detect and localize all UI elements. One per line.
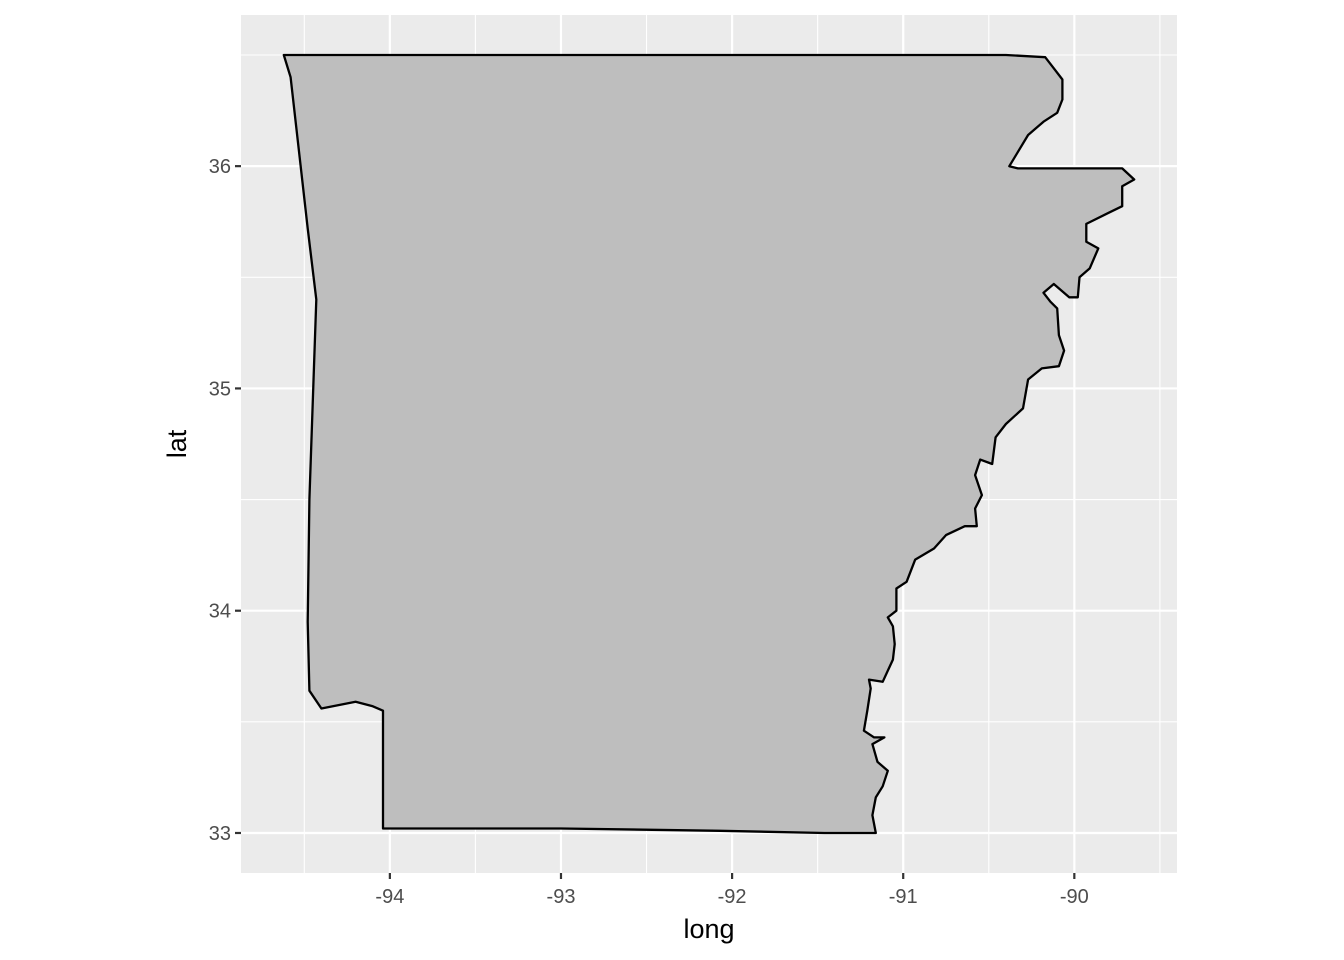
y-axis-title: lat [162, 429, 192, 458]
y-tick-label: 36 [209, 156, 231, 178]
y-axis-ticks: 33 34 35 36 [209, 156, 241, 845]
x-tick-label: -90 [1060, 886, 1089, 908]
x-tick-label: -92 [718, 886, 747, 908]
y-tick-label: 33 [209, 823, 231, 845]
x-tick-label: -93 [547, 886, 576, 908]
x-tick-label: -91 [889, 886, 918, 908]
state-outline [282, 53, 1136, 835]
y-tick-label: 34 [209, 601, 231, 623]
x-axis-ticks: -94 -93 -92 -91 -90 [375, 873, 1089, 908]
y-tick-label: 35 [209, 378, 231, 400]
x-tick-label: -94 [375, 886, 404, 908]
x-axis-title: long [683, 914, 734, 944]
